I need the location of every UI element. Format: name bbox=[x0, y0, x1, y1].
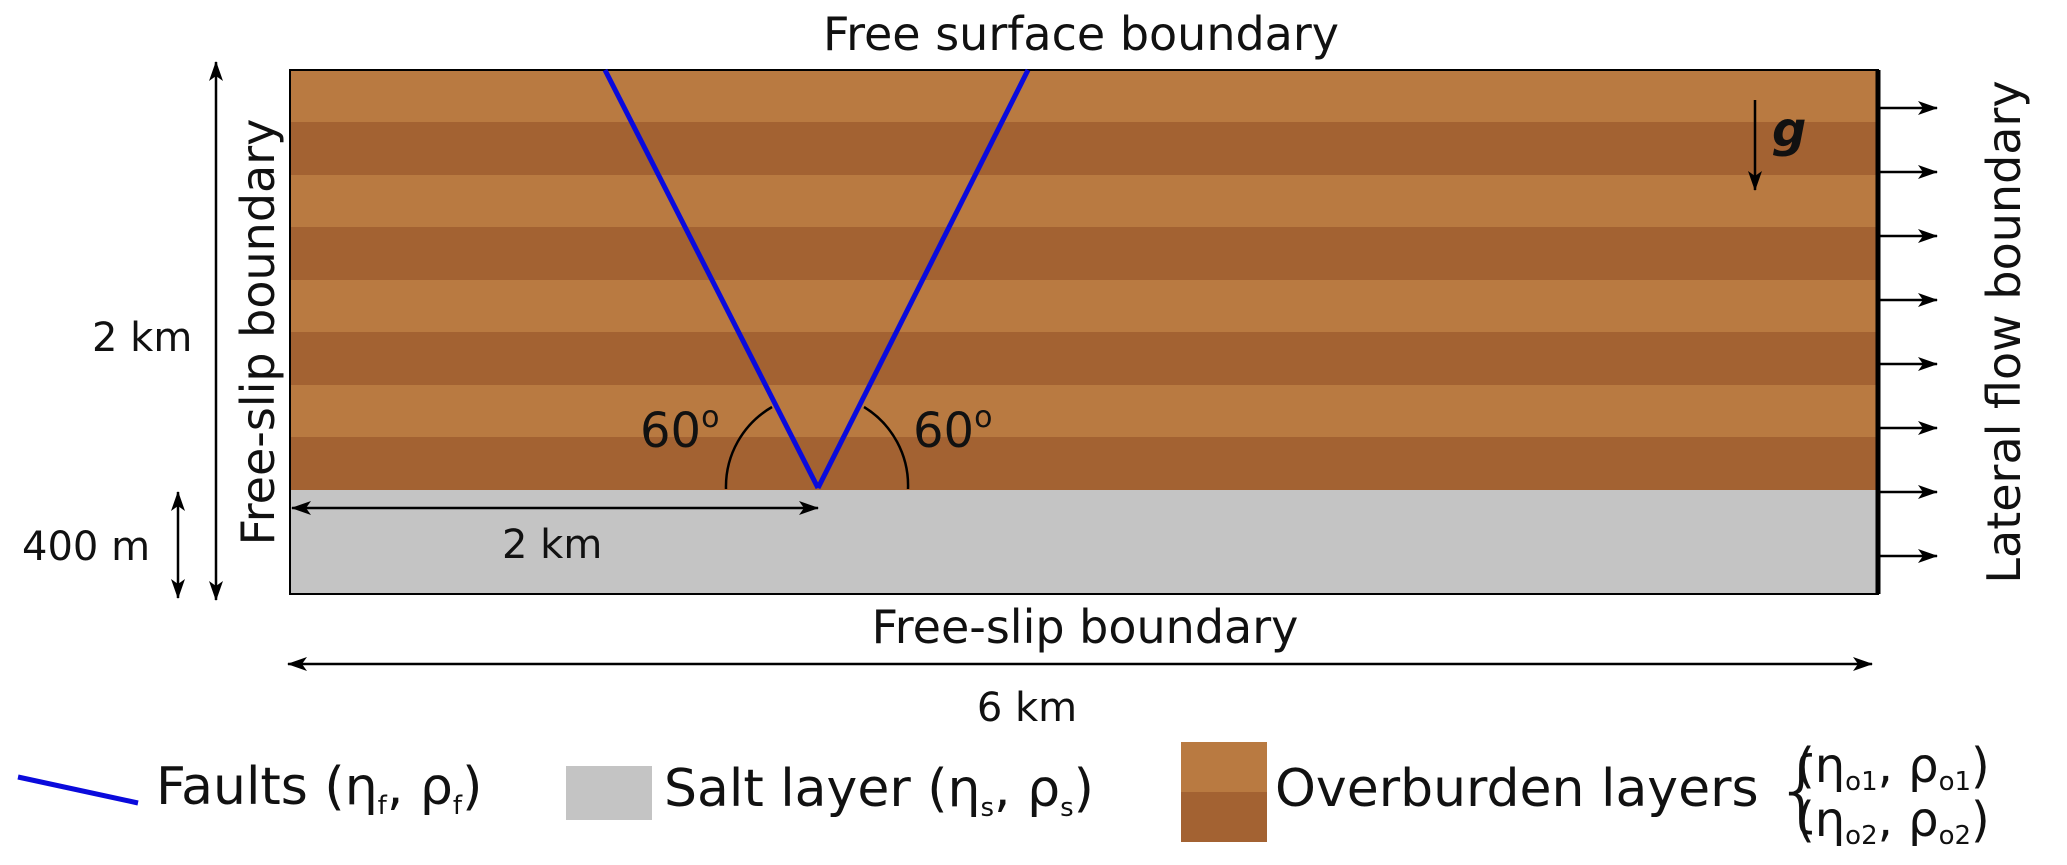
overburden-band-4 bbox=[290, 227, 1878, 280]
bottom-boundary-label: Free-slip boundary bbox=[872, 600, 1299, 654]
legend-overburden-row1: (ηo1, ρo1) bbox=[1796, 738, 1990, 797]
legend-fault-swatch bbox=[17, 774, 139, 806]
salt-height-label: 400 m bbox=[22, 524, 150, 570]
overburden-height-label: 2 km bbox=[92, 315, 192, 361]
gravity-label: g bbox=[1772, 102, 1806, 158]
angle-arc-right bbox=[863, 405, 910, 490]
legend-salt-label: Salt layer (ηs, ρs) bbox=[664, 759, 1094, 823]
angle-label-right: 60o bbox=[913, 400, 992, 459]
legend-overburden-label: Overburden layers bbox=[1275, 759, 1759, 819]
legend-salt-swatch bbox=[566, 766, 652, 820]
top-boundary-label: Free surface boundary bbox=[823, 7, 1339, 61]
angle-arc-left bbox=[724, 405, 773, 490]
overburden-layers bbox=[290, 70, 1878, 490]
fault-left bbox=[602, 68, 821, 490]
legend-overburden-row2: (ηo2, ρo2) bbox=[1796, 792, 1990, 851]
left-boundary-label: Free-slip boundary bbox=[231, 119, 285, 546]
legend-overburden-swatch-dark bbox=[1181, 792, 1267, 842]
lateral-flow-arrows bbox=[1880, 101, 1938, 563]
overburden-band-6 bbox=[290, 332, 1878, 385]
legend: Faults (ηf, ρf) Salt layer (ηs, ρs) Over… bbox=[17, 738, 1990, 851]
legend-fault-label: Faults (ηf, ρf) bbox=[156, 757, 482, 821]
angle-label-left: 60o bbox=[640, 400, 719, 459]
legend-overburden-swatch-light bbox=[1181, 742, 1267, 792]
overburden-band-3 bbox=[290, 175, 1878, 227]
overburden-band-5 bbox=[290, 280, 1878, 332]
overburden-band-1 bbox=[290, 70, 1878, 122]
right-boundary-label: Lateral flow boundary bbox=[1977, 80, 2031, 583]
overburden-band-7 bbox=[290, 385, 1878, 437]
overburden-band-2 bbox=[290, 122, 1878, 175]
overburden-band-8 bbox=[290, 437, 1878, 490]
fault-right bbox=[815, 68, 1031, 490]
width-label: 6 km bbox=[977, 685, 1077, 731]
legend-overburden-brace: { bbox=[1774, 738, 1830, 841]
fault-offset-label: 2 km bbox=[502, 522, 602, 568]
